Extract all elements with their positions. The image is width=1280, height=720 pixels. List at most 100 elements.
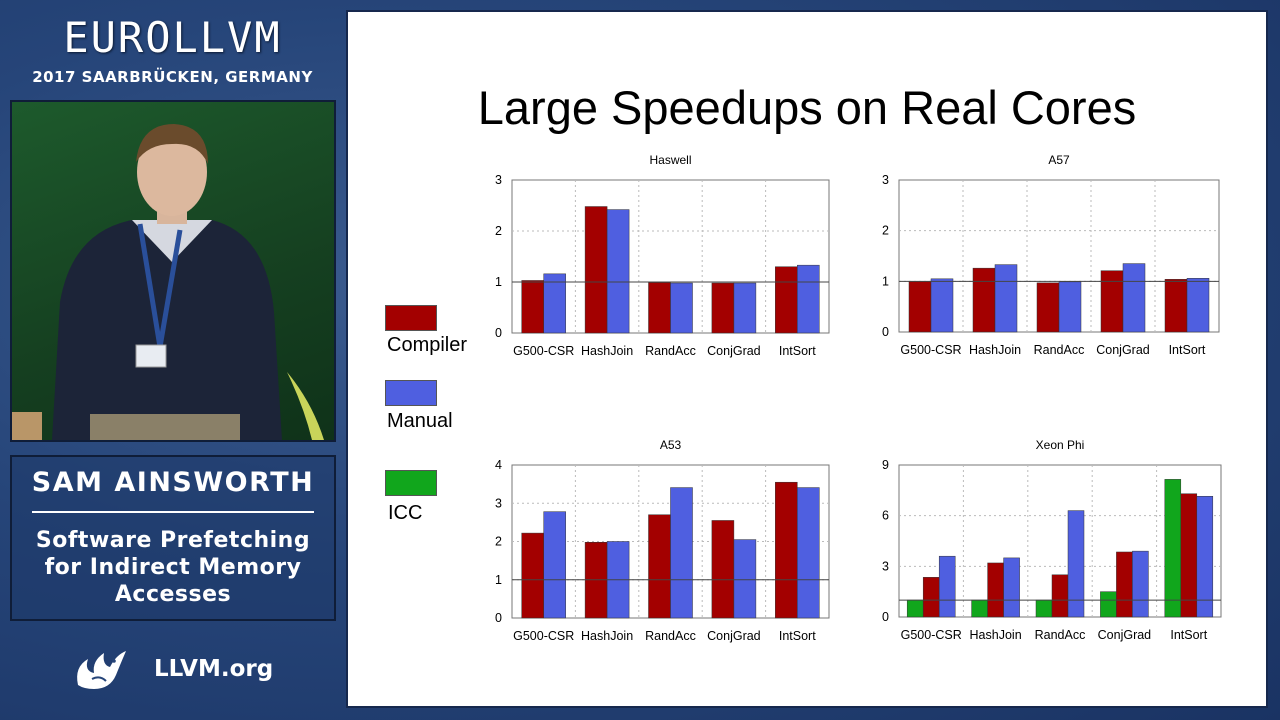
xtick-a57-g500-csr: G500-CSR	[900, 343, 961, 357]
llvm-site-link[interactable]: LLVM.org	[154, 656, 274, 682]
xtick-xeon-phi-conjgrad: ConjGrad	[1098, 628, 1152, 642]
bar-xeon-phi-icc-g500-csr	[906, 599, 924, 618]
ytick-a53-0: 0	[495, 611, 502, 625]
chart-title-a53: A53	[660, 438, 682, 452]
bar-a53-manual-conjgrad	[733, 539, 757, 619]
bar-xeon-phi-manual-hashjoin	[1003, 557, 1020, 618]
ytick-a57-3: 3	[882, 173, 889, 187]
ytick-a53-3: 3	[495, 496, 502, 510]
llvm-dragon-icon	[77, 651, 126, 689]
bar-haswell-manual-randacc	[670, 282, 693, 334]
chart-title-haswell: Haswell	[649, 153, 691, 167]
slide: Large Speedups on Real Cores Compiler Ma…	[346, 10, 1268, 708]
bar-xeon-phi-icc-randacc	[1035, 599, 1053, 618]
xtick-a53-intsort: IntSort	[779, 629, 816, 643]
xtick-xeon-phi-g500-csr: G500-CSR	[901, 628, 962, 642]
ytick-a57-0: 0	[882, 325, 889, 339]
bar-a57-manual-g500-csr	[930, 278, 954, 333]
ytick-haswell-3: 3	[495, 173, 502, 187]
speaker-info-panel: SAM AINSWORTH Software Prefetching for I…	[10, 455, 336, 621]
xtick-a57-hashjoin: HashJoin	[969, 343, 1021, 357]
bar-xeon-phi-manual-g500-csr	[938, 555, 956, 618]
xtick-haswell-g500-csr: G500-CSR	[513, 344, 574, 358]
xtick-haswell-hashjoin: HashJoin	[581, 344, 633, 358]
legend-label-manual: Manual	[387, 410, 453, 432]
bar-a57-manual-randacc	[1058, 281, 1082, 333]
xtick-xeon-phi-intsort: IntSort	[1170, 628, 1207, 642]
bar-xeon-phi-manual-conjgrad	[1132, 550, 1149, 618]
legend-swatch-compiler	[385, 305, 437, 331]
bar-a57-manual-conjgrad	[1122, 263, 1146, 333]
ytick-a53-2: 2	[495, 535, 502, 549]
xtick-haswell-randacc: RandAcc	[645, 344, 696, 358]
ytick-a53-4: 4	[495, 458, 502, 472]
xtick-a57-conjgrad: ConjGrad	[1096, 343, 1150, 357]
bar-haswell-compiler-intsort	[775, 266, 798, 334]
bar-a53-compiler-randacc	[648, 514, 671, 619]
bar-xeon-phi-compiler-intsort	[1180, 493, 1198, 618]
ytick-a53-1: 1	[495, 573, 502, 587]
ytick-haswell-0: 0	[495, 326, 502, 340]
legend-swatch-icc	[385, 470, 437, 496]
bar-haswell-manual-g500-csr	[543, 273, 566, 334]
ytick-xeon-phi-0: 0	[882, 610, 889, 624]
xtick-xeon-phi-hashjoin: HashJoin	[970, 628, 1022, 642]
speaker-silhouette	[12, 124, 324, 440]
xtick-a53-hashjoin: HashJoin	[581, 629, 633, 643]
xtick-a57-randacc: RandAcc	[1034, 343, 1085, 357]
bar-a57-compiler-g500-csr	[908, 281, 932, 333]
bar-haswell-compiler-g500-csr	[521, 280, 544, 334]
xtick-haswell-intsort: IntSort	[779, 344, 816, 358]
slide-title: Large Speedups on Real Cores	[477, 81, 1137, 134]
conference-subtitle: 2017 SAARBRÜCKEN, GERMANY	[32, 68, 313, 86]
xtick-a53-conjgrad: ConjGrad	[707, 629, 761, 643]
xtick-haswell-conjgrad: ConjGrad	[707, 344, 761, 358]
bar-a53-compiler-g500-csr	[521, 532, 544, 619]
conference-logo: EUROLLVM	[63, 13, 282, 62]
xtick-a53-randacc: RandAcc	[645, 629, 696, 643]
bar-haswell-compiler-randacc	[648, 282, 671, 334]
bar-xeon-phi-compiler-g500-csr	[922, 577, 940, 618]
bar-a57-compiler-conjgrad	[1100, 270, 1124, 333]
bar-haswell-manual-intsort	[797, 264, 820, 334]
bar-a57-manual-intsort	[1186, 278, 1210, 333]
bar-xeon-phi-icc-conjgrad	[1100, 591, 1117, 618]
xtick-xeon-phi-randacc: RandAcc	[1035, 628, 1086, 642]
legend-label-icc: ICC	[388, 502, 423, 524]
bar-xeon-phi-compiler-conjgrad	[1116, 551, 1133, 618]
ytick-xeon-phi-3: 9	[882, 458, 889, 472]
bar-haswell-compiler-hashjoin	[584, 206, 608, 334]
speaker-divider	[32, 511, 314, 513]
bar-a57-manual-hashjoin	[994, 264, 1018, 333]
bar-a53-manual-intsort	[797, 487, 820, 619]
chart-title-xeon-phi: Xeon Phi	[1036, 438, 1085, 452]
bar-xeon-phi-compiler-hashjoin	[987, 562, 1004, 618]
bar-xeon-phi-icc-hashjoin	[971, 599, 988, 618]
bar-xeon-phi-compiler-randacc	[1051, 574, 1069, 618]
ytick-a57-1: 1	[882, 274, 889, 288]
xtick-a53-g500-csr: G500-CSR	[513, 629, 574, 643]
bar-haswell-manual-hashjoin	[606, 209, 630, 334]
bar-a53-manual-g500-csr	[543, 511, 566, 619]
bar-a57-compiler-randacc	[1036, 282, 1060, 333]
ytick-haswell-2: 2	[495, 224, 502, 238]
bar-xeon-phi-icc-intsort	[1164, 479, 1182, 618]
bar-a53-manual-randacc	[670, 487, 693, 619]
bar-xeon-phi-manual-randacc	[1067, 510, 1085, 618]
speaker-video	[10, 100, 336, 442]
speaker-name: SAM AINSWORTH	[31, 467, 315, 498]
legend-swatch-manual	[385, 380, 437, 406]
bar-a53-compiler-intsort	[775, 481, 798, 619]
bar-haswell-manual-conjgrad	[733, 282, 757, 334]
ytick-haswell-1: 1	[495, 275, 502, 289]
xtick-a57-intsort: IntSort	[1169, 343, 1206, 357]
bar-a57-compiler-intsort	[1164, 279, 1188, 333]
bar-haswell-compiler-conjgrad	[711, 282, 735, 334]
ytick-xeon-phi-1: 3	[882, 559, 889, 573]
bar-a53-compiler-conjgrad	[711, 520, 735, 619]
ytick-xeon-phi-2: 6	[882, 509, 889, 523]
charts-canvas: Haswell G500-CSR HashJoin RandAcc ConjGrad In…	[495, 153, 1222, 643]
ytick-a57-2: 2	[882, 224, 889, 238]
legend-label-compiler: Compiler	[387, 334, 468, 356]
chart-title-a57: A57	[1048, 153, 1070, 167]
